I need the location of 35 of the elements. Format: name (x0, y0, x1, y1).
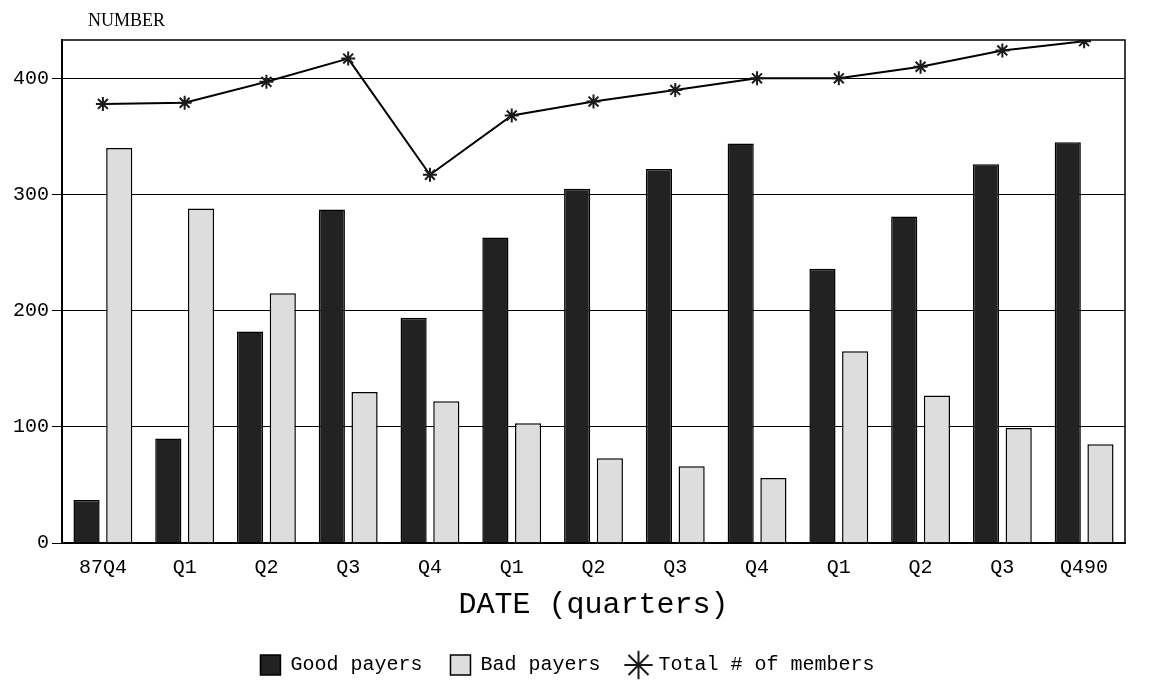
point (421, 166, 438, 183)
point (176, 94, 193, 111)
x-tick-label: Q3 (990, 556, 1015, 580)
y-tick-label: 100 (12, 415, 50, 439)
x-tick-label: Q2 (908, 556, 933, 580)
x-axis-title: DATE (quarters) (458, 587, 729, 622)
y-tick-label: 400 (12, 66, 50, 90)
point (912, 58, 929, 75)
x-tick-label: Q3 (663, 556, 688, 580)
point (830, 70, 847, 87)
x-tick-label: Q2 (581, 556, 606, 580)
x-tick-label: Q2 (254, 556, 279, 580)
point (749, 70, 766, 87)
point (258, 73, 275, 90)
y-tick-label: 200 (12, 298, 50, 322)
point (94, 95, 111, 112)
point (503, 107, 520, 124)
point (994, 42, 1011, 59)
x-tick-label: Q490 (1060, 556, 1109, 580)
x-tick-label: Q4 (745, 556, 770, 580)
y-tick-label: 0 (36, 531, 50, 555)
y-tick-label: 300 (12, 182, 50, 206)
point (585, 93, 602, 110)
x-tick-label: Q1 (172, 556, 197, 580)
legend-label: Bad payers (480, 653, 601, 677)
point (667, 81, 684, 98)
legend-label: Total # of members (658, 653, 875, 677)
x-tick-label: Q3 (336, 556, 361, 580)
point (340, 50, 357, 67)
x-tick-label: Q4 (417, 556, 442, 580)
x-tick-label: Q1 (826, 556, 851, 580)
y-axis-title: NUMBER (88, 10, 166, 31)
legend-label: Good payers (290, 653, 423, 677)
x-tick-label: 87Q4 (78, 556, 127, 580)
x-tick-label: Q1 (499, 556, 524, 580)
